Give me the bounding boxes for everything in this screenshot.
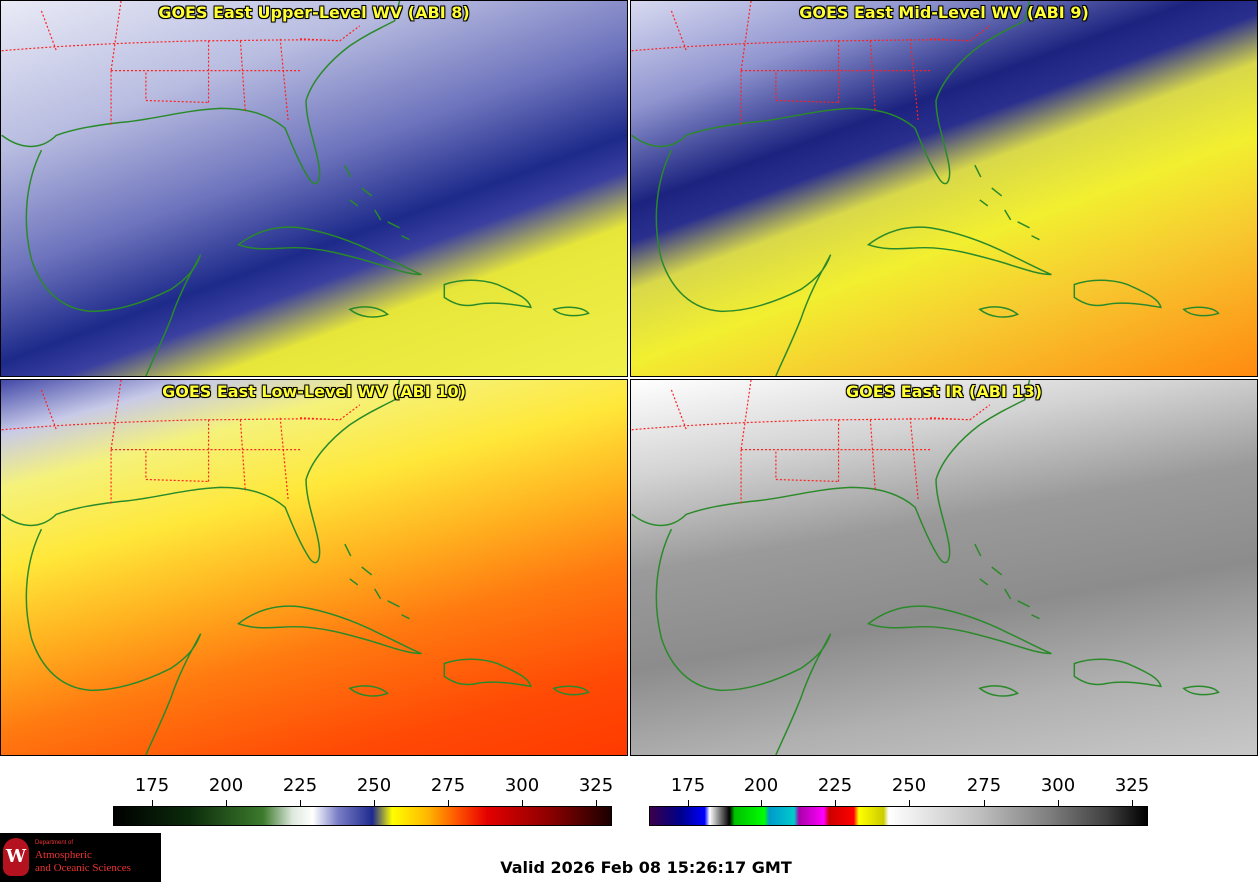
- ir-tick-label: 225: [817, 775, 853, 796]
- panel-ir: GOES East IR (ABI 13): [630, 379, 1258, 756]
- wv-tick-label: 200: [208, 775, 244, 796]
- logo-line2: and Oceanic Sciences: [35, 862, 131, 874]
- wv-tick-label: 275: [430, 775, 466, 796]
- wv-tick-label: 225: [282, 775, 318, 796]
- wv-tick-label: 250: [356, 775, 392, 796]
- ir-tick: [835, 800, 836, 806]
- aos-logo: W Department of Atmospheric and Oceanic …: [0, 833, 161, 882]
- panel-upper-level-wv: GOES East Upper-Level WV (ABI 8): [0, 0, 628, 377]
- ir-tick-label: 300: [1040, 775, 1076, 796]
- wv-tick-label: 325: [578, 775, 614, 796]
- valid-time: Valid 2026 Feb 08 15:26:17 GMT: [500, 858, 792, 877]
- ir-tick-label: 175: [670, 775, 706, 796]
- panel-title: GOES East Mid-Level WV (ABI 9): [799, 3, 1089, 22]
- wv-tick: [596, 800, 597, 806]
- ir-tick: [909, 800, 910, 806]
- wv-tick: [152, 800, 153, 806]
- wv-tick: [522, 800, 523, 806]
- panel-title: GOES East IR (ABI 13): [845, 382, 1043, 401]
- ir-tick: [1132, 800, 1133, 806]
- logo-line1: Atmospheric: [35, 849, 92, 861]
- ir-tick: [761, 800, 762, 806]
- map-overlay: [631, 1, 1220, 376]
- ir-tick: [984, 800, 985, 806]
- wv-tick: [448, 800, 449, 806]
- wv-tick: [374, 800, 375, 806]
- map-overlay: [1, 1, 590, 376]
- uw-seal-icon: W: [3, 838, 29, 876]
- ir-tick-label: 250: [891, 775, 927, 796]
- wv-tick-label: 300: [504, 775, 540, 796]
- ir-tick-label: 200: [743, 775, 779, 796]
- panel-title: GOES East Low-Level WV (ABI 10): [162, 382, 466, 401]
- panel-low-level-wv: GOES East Low-Level WV (ABI 10): [0, 379, 628, 756]
- map-overlay: [631, 380, 1220, 755]
- map-overlay: [1, 380, 590, 755]
- ir-colorbar: [649, 806, 1148, 826]
- panel-title: GOES East Upper-Level WV (ABI 8): [158, 3, 470, 22]
- ir-tick: [688, 800, 689, 806]
- ir-tick-label: 325: [1114, 775, 1150, 796]
- ir-tick: [1058, 800, 1059, 806]
- panel-mid-level-wv: GOES East Mid-Level WV (ABI 9): [630, 0, 1258, 377]
- logo-dept-prefix: Department of: [35, 840, 74, 846]
- wv-tick: [226, 800, 227, 806]
- wv-tick-label: 175: [134, 775, 170, 796]
- ir-tick-label: 275: [966, 775, 1002, 796]
- wv-tick: [300, 800, 301, 806]
- wv-colorbar: [113, 806, 612, 826]
